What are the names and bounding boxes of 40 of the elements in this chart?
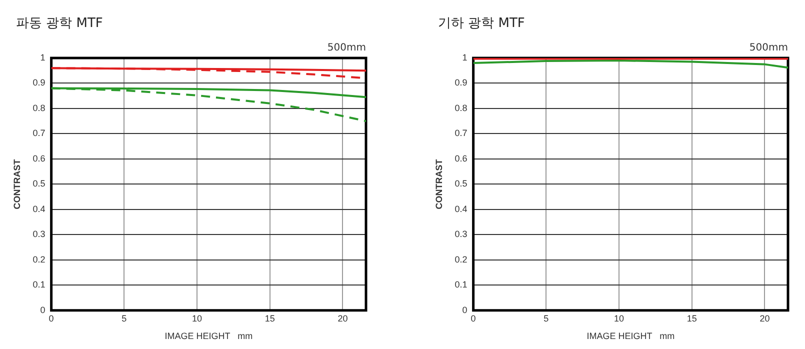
- y-axis-title: CONTRAST: [12, 158, 22, 210]
- chart-title: 기하 광학 MTF: [438, 15, 525, 32]
- y-tick-label: 0.3: [454, 229, 468, 240]
- x-tick-label: 0: [470, 313, 476, 324]
- y-tick-label: 0.6: [32, 153, 46, 164]
- y-tick-label: 0.8: [454, 102, 468, 113]
- x-axis-title: IMAGE HEIGHT mm: [586, 331, 675, 342]
- x-tick-label: 15: [264, 313, 275, 324]
- y-tick-label: 0.9: [32, 78, 46, 88]
- y-tick-label: 0: [462, 304, 468, 315]
- text: 500mm: [327, 42, 366, 54]
- y-tick-label: 0.2: [32, 254, 46, 264]
- y-tick-label: 0.4: [454, 204, 468, 214]
- y-tick-label: 0.7: [32, 128, 46, 138]
- y-tick-label: 0.4: [32, 204, 46, 214]
- y-tick-label: 0.5: [32, 178, 46, 189]
- y-tick-label: 0.5: [454, 178, 468, 189]
- y-tick-label: 0.7: [454, 128, 468, 138]
- x-tick-label: 20: [338, 313, 348, 324]
- y-tick-label: 0: [40, 304, 46, 315]
- y-tick-label: 0.2: [454, 254, 468, 264]
- y-tick-label: 0.1: [32, 280, 46, 290]
- x-tick-label: 5: [544, 313, 549, 324]
- x-axis-title: IMAGE HEIGHT mm: [164, 331, 253, 342]
- x-tick-label: 10: [192, 313, 202, 324]
- x-tick-label: 0: [48, 313, 54, 324]
- y-axis-title: CONTRAST: [434, 158, 444, 210]
- x-tick-label: 15: [686, 313, 697, 324]
- text: 500mm: [749, 42, 788, 54]
- y-tick-label: 0.3: [32, 229, 46, 240]
- y-tick-label: 0.8: [32, 102, 46, 113]
- x-tick-label: 20: [760, 313, 770, 324]
- y-tick-label: 0.1: [454, 280, 468, 290]
- y-tick-label: 1: [462, 52, 468, 62]
- y-tick-label: 0.9: [454, 78, 468, 88]
- x-tick-label: 5: [122, 313, 127, 324]
- x-tick-label: 10: [614, 313, 624, 324]
- y-tick-label: 1: [40, 52, 46, 62]
- chart-title: 파동 광학 MTF: [16, 15, 103, 32]
- y-tick-label: 0.6: [454, 153, 468, 164]
